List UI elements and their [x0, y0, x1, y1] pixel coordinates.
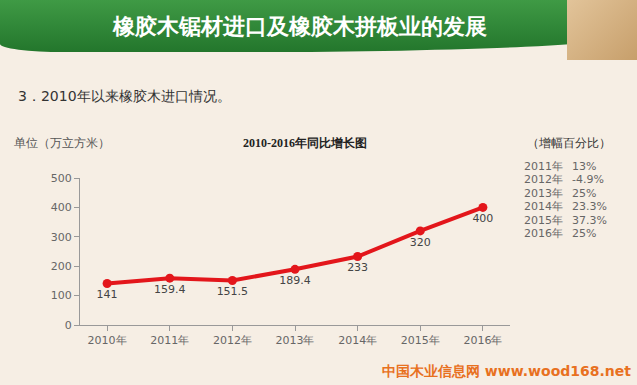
svg-text:2013年: 2013年: [524, 187, 563, 200]
svg-text:2010-2016年同比增长图: 2010-2016年同比增长图: [243, 136, 367, 150]
svg-text:500: 500: [51, 172, 72, 185]
svg-text:320: 320: [410, 236, 431, 249]
svg-text:25%: 25%: [572, 187, 596, 200]
svg-text:0: 0: [65, 319, 72, 332]
svg-text:37.3%: 37.3%: [572, 214, 607, 227]
svg-text:单位（万立方米）: 单位（万立方米）: [14, 136, 110, 150]
svg-text:159.4: 159.4: [154, 283, 186, 296]
svg-text:13%: 13%: [572, 160, 596, 173]
svg-text:2011年: 2011年: [150, 334, 189, 347]
svg-text:2015年: 2015年: [524, 214, 563, 227]
svg-text:300: 300: [51, 231, 72, 244]
svg-text:189.4: 189.4: [279, 274, 311, 287]
svg-text:23.3%: 23.3%: [572, 200, 607, 213]
svg-text:400: 400: [51, 201, 72, 214]
svg-text:2013年: 2013年: [276, 334, 315, 347]
html-text:3．2010年以来橡胶木进口情况。: 3．2010年以来橡胶木进口情况。: [18, 88, 231, 104]
html-text:中国木业信息网 www.wood168.net: 中国木业信息网 www.wood168.net: [382, 363, 631, 379]
svg-text:2016年: 2016年: [524, 227, 563, 240]
svg-text:2012年: 2012年: [524, 173, 563, 186]
svg-text:200: 200: [51, 260, 72, 273]
svg-text:151.5: 151.5: [217, 285, 249, 298]
svg-text:2010年: 2010年: [88, 334, 127, 347]
svg-text:25%: 25%: [572, 227, 596, 240]
svg-text:100: 100: [51, 289, 72, 302]
svg-text:-4.9%: -4.9%: [572, 173, 604, 186]
svg-text:2011年: 2011年: [524, 160, 563, 173]
svg-text:（增幅百分比）: （增幅百分比）: [527, 136, 611, 150]
svg-text:141: 141: [97, 288, 118, 301]
html-text:橡胶木锯材进口及橡胶木拼板业的发展: 橡胶木锯材进口及橡胶木拼板业的发展: [113, 14, 487, 39]
svg-text:400: 400: [472, 212, 493, 225]
svg-text:2015年: 2015年: [401, 334, 440, 347]
svg-text:2016年: 2016年: [463, 334, 502, 347]
svg-text:2014年: 2014年: [524, 200, 563, 213]
svg-text:2012年: 2012年: [213, 334, 252, 347]
svg-text:233: 233: [347, 261, 368, 274]
svg-text:2014年: 2014年: [338, 334, 377, 347]
